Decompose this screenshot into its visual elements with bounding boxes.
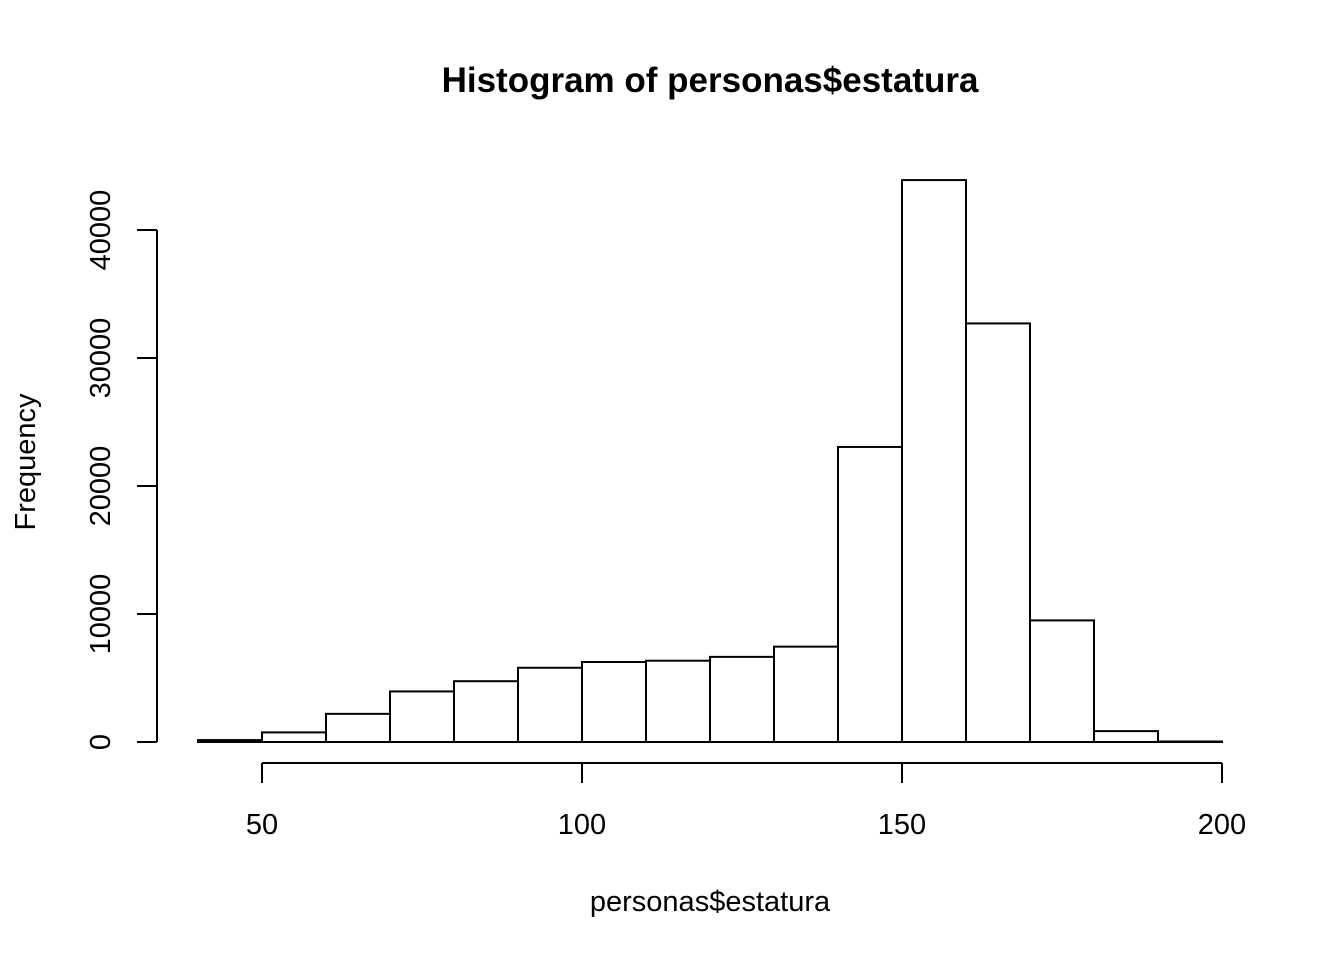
x-tick-label: 150 — [878, 809, 926, 841]
y-tick-label: 0 — [85, 734, 117, 750]
histogram-bar — [325, 712, 391, 744]
histogram-bar — [1093, 730, 1159, 743]
histogram-bar — [965, 322, 1031, 743]
histogram-bar — [645, 659, 711, 743]
histogram-bar — [837, 445, 903, 743]
histogram-bar — [261, 731, 327, 744]
histogram-bar — [709, 655, 775, 744]
x-axis: 50 100 150 200 — [246, 762, 1246, 841]
histogram-bar — [773, 645, 839, 744]
histogram-bar — [197, 739, 263, 744]
histogram-bar — [1157, 740, 1223, 743]
y-tick-label: 40000 — [85, 190, 117, 271]
histogram-bar — [453, 680, 519, 744]
x-tick-label: 50 — [246, 809, 278, 841]
histogram-bar — [517, 666, 583, 744]
bars-group — [197, 179, 1223, 744]
x-tick-label: 100 — [558, 809, 606, 841]
y-tick-label: 10000 — [85, 574, 117, 655]
y-axis: 0 10000 20000 30000 40000 — [85, 190, 158, 750]
histogram-bar — [581, 661, 647, 743]
x-axis-label: personas$estatura — [590, 886, 831, 918]
histogram-bar — [389, 690, 455, 744]
histogram-bar — [1029, 619, 1095, 744]
chart-title: Histogram of personas$estatura — [442, 61, 979, 100]
y-tick-label: 30000 — [85, 318, 117, 399]
histogram-bar — [901, 179, 967, 743]
y-tick-label: 20000 — [85, 446, 117, 527]
x-tick-label: 200 — [1198, 809, 1246, 841]
y-axis-label: Frequency — [10, 393, 42, 531]
